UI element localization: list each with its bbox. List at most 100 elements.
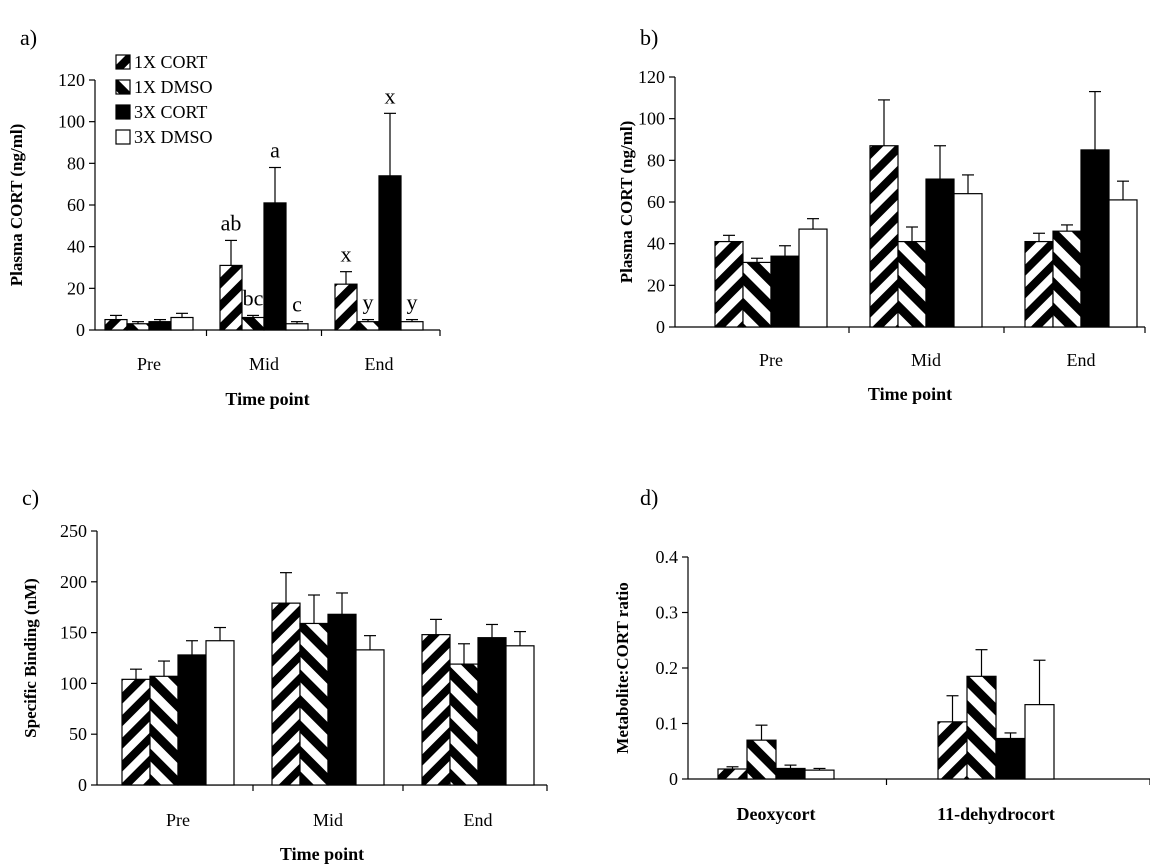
bar-3x-cort-mid — [327, 613, 357, 786]
category-label: End — [1067, 350, 1096, 370]
y-tick-label: 20 — [647, 275, 665, 295]
category-label: Mid — [249, 354, 279, 374]
significance-letter: a — [270, 138, 280, 163]
bar-1x-cort-pre — [104, 318, 128, 331]
category-label: 11-dehydrocort — [937, 804, 1055, 824]
y-axis-label: Metabolite:CORT ratio — [613, 582, 632, 753]
panel-label: b) — [640, 25, 658, 50]
y-tick-label: 100 — [58, 112, 85, 132]
legend-swatch — [115, 54, 131, 70]
bar-1x-cort-pre — [714, 240, 744, 328]
bar-3x-dmso-end — [505, 645, 535, 786]
legend-swatch — [115, 104, 131, 120]
y-tick-label: 60 — [67, 195, 85, 215]
panel-label: c) — [22, 485, 39, 510]
bar-1x-dmso-pre — [149, 675, 179, 786]
bar-3x-dmso-mid — [355, 649, 385, 786]
bar-3x-dmso-11-dehydrocort — [1024, 704, 1055, 780]
bar-1x-cort-11-dehydrocort — [937, 721, 968, 780]
y-tick-label: 80 — [67, 153, 85, 173]
bar-3x-cort-mid — [263, 202, 287, 331]
bar-1x-dmso-end — [449, 663, 479, 786]
y-tick-label: 0.3 — [656, 603, 679, 623]
y-tick-label: 120 — [58, 70, 85, 90]
legend: 1X CORT 1X DMSO 3X CORT 3X DMSO — [115, 52, 213, 147]
category-label: Pre — [166, 810, 190, 830]
bar-3x-dmso-deoxycort — [804, 769, 835, 780]
legend-label: 3X DMSO — [134, 127, 213, 147]
bar-1x-cort-end — [421, 634, 451, 786]
y-tick-label: 0.2 — [656, 658, 679, 678]
y-tick-label: 0.1 — [656, 714, 679, 734]
category-label: Pre — [759, 350, 783, 370]
panel-a: a) 0 20 40 60 80 100 120 Plasma CORT (ng/ml) Pre M… — [7, 25, 441, 409]
bar-1x-cort-end — [1024, 240, 1054, 328]
significance-letter: c — [292, 292, 302, 317]
legend-label: 1X DMSO — [134, 77, 213, 97]
panel-c: c) 0 50 100 150 200 250 Specific Binding (nM) Pr… — [21, 485, 548, 864]
bar-1x-dmso-pre — [126, 323, 150, 331]
bar-3x-dmso-pre — [798, 228, 828, 328]
bar-3x-dmso-pre — [205, 640, 235, 786]
y-tick-label: 20 — [67, 278, 85, 298]
bar-1x-cort-deoxycort — [717, 768, 748, 780]
significance-letter: x — [385, 83, 396, 108]
y-tick-label: 0 — [78, 775, 87, 795]
bar-3x-cort-end — [477, 637, 507, 786]
bar-3x-cort-end — [1080, 149, 1110, 328]
significance-letter: y — [363, 290, 374, 315]
bar-3x-dmso-mid — [953, 193, 983, 328]
y-tick-label: 250 — [60, 521, 87, 541]
y-tick-label: 40 — [647, 234, 665, 254]
bar-3x-dmso-end — [1108, 199, 1138, 328]
y-tick-label: 0.4 — [656, 547, 679, 567]
y-tick-label: 0 — [669, 769, 678, 789]
bar-3x-cort-end — [378, 175, 402, 331]
bar-1x-dmso-end — [356, 321, 380, 331]
y-tick-label: 100 — [60, 673, 87, 693]
significance-letter: y — [407, 290, 418, 315]
bar-1x-cort-pre — [121, 678, 151, 786]
bar-3x-dmso-mid — [285, 323, 309, 331]
y-tick-label: 50 — [69, 724, 87, 744]
bar-1x-dmso-mid — [241, 316, 265, 331]
y-axis-label: Plasma CORT (ng/ml) — [617, 121, 636, 283]
category-label: Mid — [911, 350, 941, 370]
bar-3x-cort-11-dehydrocort — [995, 737, 1026, 780]
y-tick-label: 200 — [60, 572, 87, 592]
category-label: Deoxycort — [737, 804, 816, 824]
legend-swatch — [115, 79, 131, 95]
bar-1x-cort-mid — [869, 145, 899, 328]
significance-letter: ab — [221, 210, 242, 235]
x-axis-label: Time point — [225, 389, 309, 409]
significance-letter: bc — [243, 285, 264, 310]
y-tick-label: 0 — [76, 320, 85, 340]
x-axis-label: Time point — [868, 384, 952, 404]
bar-1x-dmso-end — [1052, 230, 1082, 328]
bar-3x-dmso-pre — [170, 316, 194, 331]
category-label: Mid — [313, 810, 343, 830]
category-label: End — [365, 354, 394, 374]
x-axis-label: Time point — [280, 844, 364, 864]
y-axis-label: Specific Binding (nM) — [21, 578, 40, 738]
y-tick-label: 0 — [656, 317, 665, 337]
panel-d: d) 0 0.1 0.2 0.3 0.4 Metabolite:CORT ratio Deox… — [613, 485, 1150, 824]
y-tick-label: 80 — [647, 150, 665, 170]
y-tick-label: 60 — [647, 192, 665, 212]
panel-label: d) — [640, 485, 658, 510]
bar-3x-cort-mid — [925, 178, 955, 328]
bar-1x-dmso-11-dehydrocort — [966, 675, 997, 780]
bar-3x-cort-pre — [148, 321, 172, 331]
bar-1x-cort-mid — [271, 602, 301, 786]
bar-3x-cort-pre — [770, 255, 800, 328]
significance-letter: x — [341, 242, 352, 267]
y-tick-label: 150 — [60, 623, 87, 643]
bar-1x-dmso-mid — [299, 622, 329, 786]
bar-1x-dmso-deoxycort — [746, 739, 777, 780]
y-axis-label: Plasma CORT (ng/ml) — [7, 124, 26, 286]
legend-label: 1X CORT — [134, 52, 207, 72]
legend-label: 3X CORT — [134, 102, 207, 122]
y-tick-label: 40 — [67, 237, 85, 257]
category-label: Pre — [137, 354, 161, 374]
